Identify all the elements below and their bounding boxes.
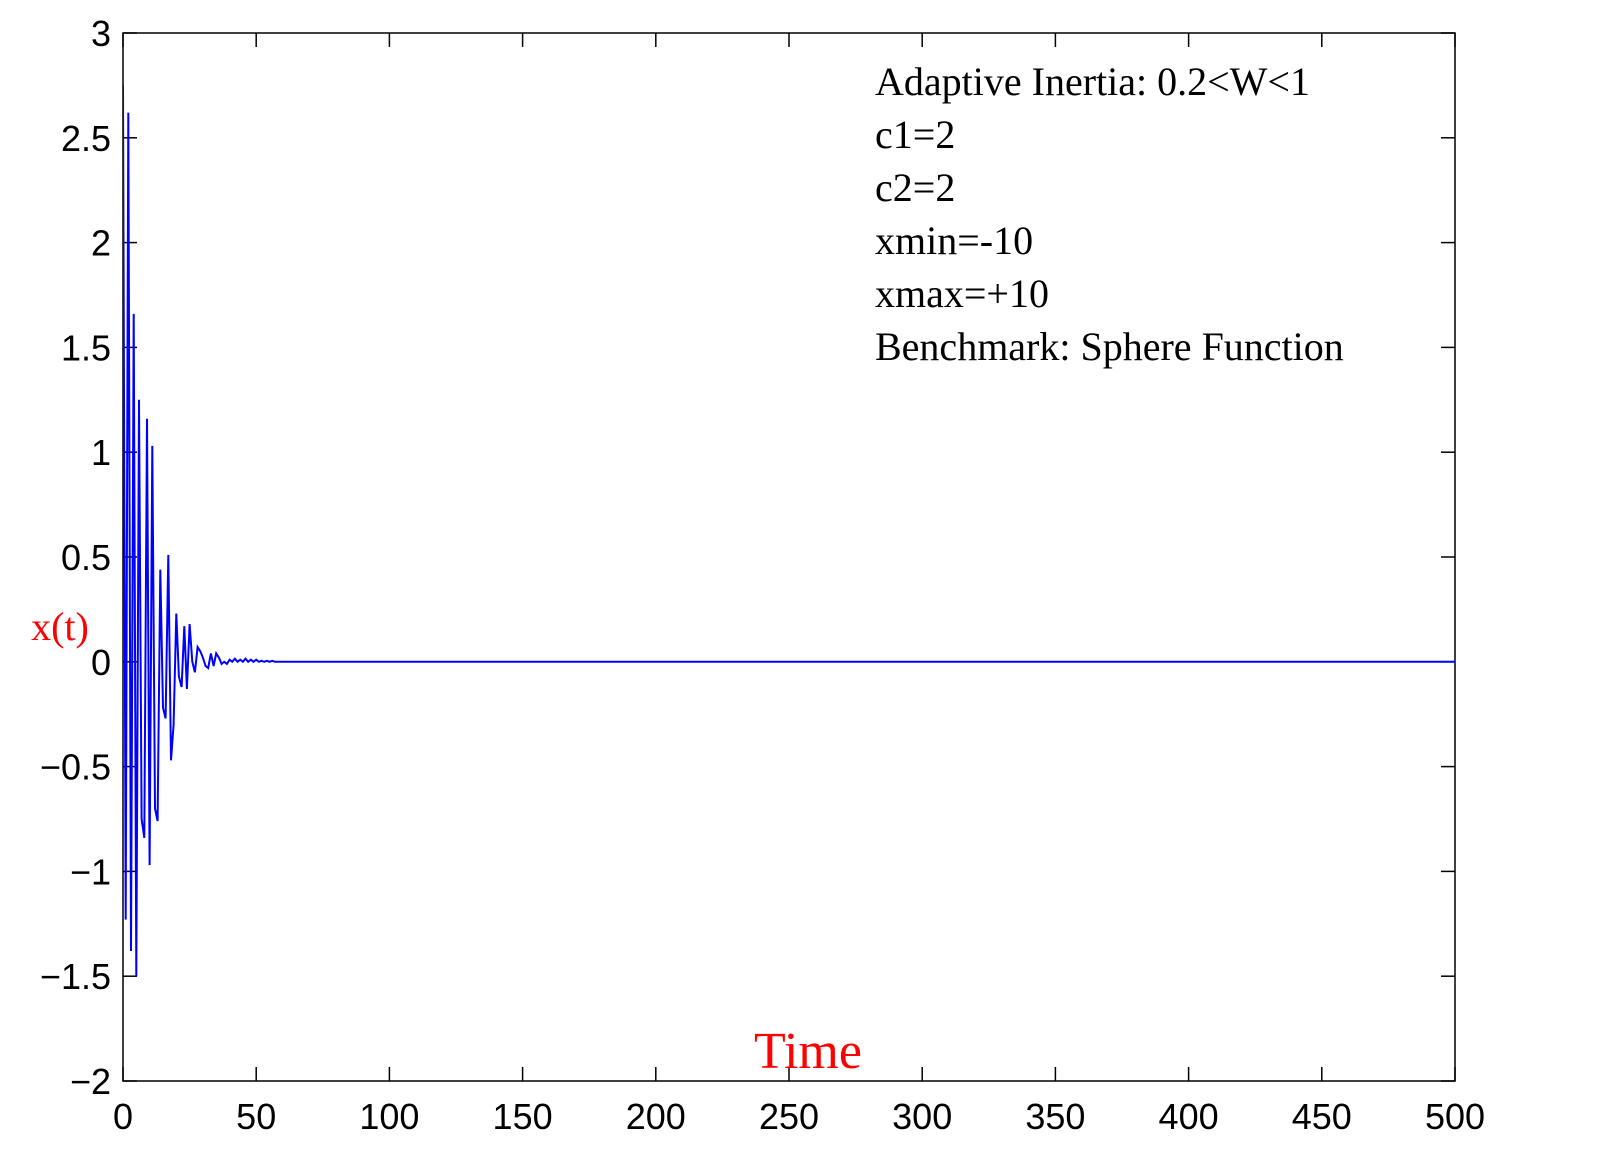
x-tick-label: 450 bbox=[1292, 1096, 1352, 1137]
y-axis-label: x(t) bbox=[31, 604, 89, 649]
x-tick-label: 400 bbox=[1159, 1096, 1219, 1137]
x-tick-label: 250 bbox=[759, 1096, 819, 1137]
x-tick-label: 100 bbox=[359, 1096, 419, 1137]
y-tick-label: −1.5 bbox=[40, 956, 111, 997]
y-tick-label: 0.5 bbox=[61, 537, 111, 578]
x-tick-label: 200 bbox=[626, 1096, 686, 1137]
series-line bbox=[123, 85, 1455, 977]
x-tick-label: 150 bbox=[493, 1096, 553, 1137]
y-tick-label: −1 bbox=[70, 851, 111, 892]
x-tick-label: 0 bbox=[113, 1096, 133, 1137]
annotation-line: xmin=-10 bbox=[875, 218, 1033, 263]
y-tick-label: 2.5 bbox=[61, 118, 111, 159]
axis-ticks bbox=[122, 32, 1456, 1082]
annotation-line: c2=2 bbox=[875, 165, 955, 210]
annotation-line: Benchmark: Sphere Function bbox=[875, 324, 1344, 369]
x-tick-label: 300 bbox=[892, 1096, 952, 1137]
y-tick-label: 0 bbox=[91, 642, 111, 683]
y-tick-label: 2 bbox=[91, 223, 111, 264]
annotation-text-box: Adaptive Inertia: 0.2<W<1 c1=2 c2=2 xmin=-1… bbox=[875, 59, 1344, 369]
y-tick-label: −0.5 bbox=[40, 747, 111, 788]
annotation-line: Adaptive Inertia: 0.2<W<1 bbox=[875, 59, 1310, 104]
plot-area-frame bbox=[122, 32, 1456, 1082]
annotation-line: xmax=+10 bbox=[875, 271, 1049, 316]
x-axis-label: Time bbox=[754, 1023, 862, 1080]
axis-tick-labels: 0 50 100 150 200 250 300 350 400 450 500 3 2.5 2 1.5 1 0… bbox=[40, 13, 1485, 1137]
y-tick-label: 1.5 bbox=[61, 327, 111, 368]
x-tick-label: 50 bbox=[236, 1096, 276, 1137]
annotation-line: c1=2 bbox=[875, 112, 955, 157]
y-tick-label: −2 bbox=[70, 1061, 111, 1102]
y-tick-label: 1 bbox=[91, 432, 111, 473]
x-tick-label: 350 bbox=[1025, 1096, 1085, 1137]
x-tick-label: 500 bbox=[1425, 1096, 1485, 1137]
y-tick-label: 3 bbox=[91, 13, 111, 54]
